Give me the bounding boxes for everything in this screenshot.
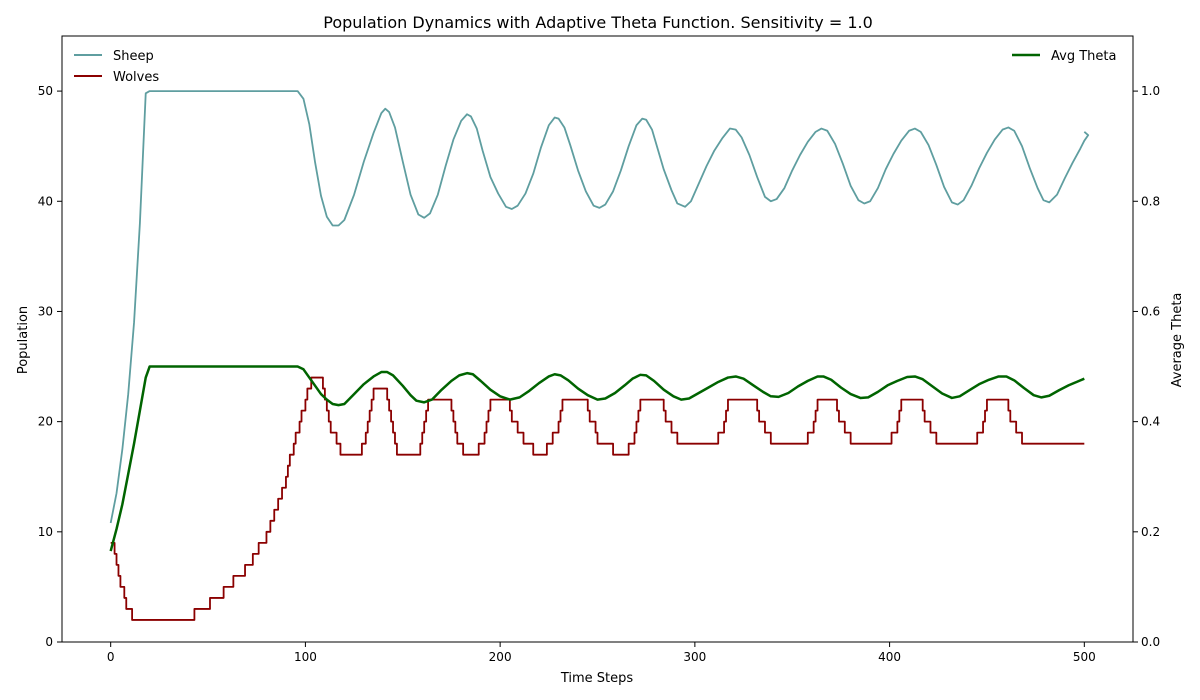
y-tick-label: 10 bbox=[38, 525, 53, 539]
x-tick-label: 500 bbox=[1073, 650, 1096, 664]
y-tick-label: 30 bbox=[38, 304, 53, 318]
x-tick-label: 0 bbox=[107, 650, 115, 664]
y-tick-label: 50 bbox=[38, 84, 53, 98]
plot-frame bbox=[61, 35, 1134, 643]
legend-left: Sheep Wolves bbox=[74, 49, 159, 85]
y-tick-label: 20 bbox=[38, 415, 53, 429]
legend-right: Avg Theta bbox=[1012, 49, 1116, 64]
legend-label-wolves: Wolves bbox=[113, 70, 159, 85]
legend-label-avg-theta: Avg Theta bbox=[1051, 49, 1116, 64]
y-axis-right-title: Average Theta bbox=[1170, 293, 1185, 388]
x-tick-label: 100 bbox=[294, 650, 317, 664]
y-right-tick-label: 0.4 bbox=[1141, 415, 1160, 429]
x-axis: 0 100 200 300 400 500 bbox=[107, 642, 1096, 664]
sheep-line bbox=[109, 90, 1090, 524]
y-tick-label: 0 bbox=[45, 635, 53, 649]
y-right-tick-label: 0.6 bbox=[1141, 304, 1160, 318]
wolves-line bbox=[110, 376, 1085, 621]
y-axis-title: Population bbox=[16, 306, 31, 374]
y-right-tick-label: 1.0 bbox=[1141, 84, 1160, 98]
y-right-tick-label: 0.8 bbox=[1141, 194, 1160, 208]
legend-label-sheep: Sheep bbox=[113, 49, 154, 64]
y-right-tick-label: 0.2 bbox=[1141, 525, 1160, 539]
chart-title: Population Dynamics with Adaptive Theta … bbox=[323, 13, 873, 32]
x-tick-label: 300 bbox=[683, 650, 706, 664]
x-tick-label: 200 bbox=[489, 650, 512, 664]
avg-theta-line bbox=[109, 365, 1085, 552]
y-right-tick-label: 0.0 bbox=[1141, 635, 1160, 649]
x-axis-title: Time Steps bbox=[560, 671, 634, 686]
y-axis-right: 0.0 0.2 0.4 0.6 0.8 1.0 bbox=[1133, 84, 1160, 649]
x-tick-label: 400 bbox=[878, 650, 901, 664]
y-axis-left: 0 10 20 30 40 50 bbox=[38, 84, 62, 649]
series-layer bbox=[109, 90, 1090, 621]
y-tick-label: 40 bbox=[38, 194, 53, 208]
